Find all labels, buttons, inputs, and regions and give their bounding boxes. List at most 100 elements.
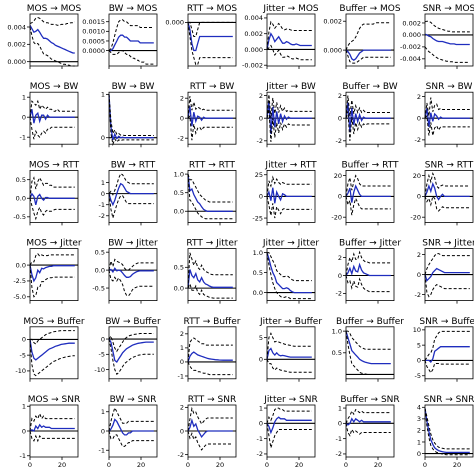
lower-band-line bbox=[187, 115, 233, 141]
lower-band-line bbox=[108, 193, 154, 219]
irf-line bbox=[266, 187, 312, 204]
irf-panel: MOS → MOS 0.000 0.002 0.004 bbox=[7, 4, 81, 69]
upper-band-line bbox=[266, 332, 312, 360]
panel-title: RTT → BW bbox=[190, 82, 235, 92]
irf-panel: SNR → RTT 20 0 -20 bbox=[410, 160, 474, 226]
y-tick-label: 0.000 bbox=[165, 19, 184, 27]
panel-title: SNR → Buffer bbox=[419, 317, 474, 327]
y-tick-label: -1 bbox=[20, 134, 26, 142]
y-tick-label: 2 bbox=[338, 254, 342, 262]
y-tick-label: -2 bbox=[415, 136, 421, 144]
y-tick-label: -2 bbox=[178, 135, 184, 143]
upper-band-line bbox=[424, 20, 470, 33]
irf-line bbox=[187, 174, 233, 212]
y-tick-label: 0.0015 bbox=[82, 18, 105, 26]
irf-line bbox=[187, 351, 233, 363]
axes-frame bbox=[424, 326, 474, 380]
x-tick-label: 0 bbox=[265, 461, 269, 469]
irf-line bbox=[266, 416, 312, 435]
y-tick-label: 4 bbox=[417, 404, 421, 412]
irf-line bbox=[108, 182, 154, 207]
y-tick-label: 0 bbox=[338, 193, 342, 201]
axes-frame bbox=[187, 169, 237, 223]
y-tick-label: 0 bbox=[338, 420, 342, 428]
lower-band-line bbox=[29, 339, 75, 377]
y-tick-label: 20 bbox=[413, 172, 421, 180]
irf-line bbox=[29, 24, 75, 54]
y-tick-label: -1 bbox=[257, 435, 263, 443]
panel-title: SNR → MOS bbox=[423, 4, 474, 14]
y-tick-label: -2 bbox=[336, 450, 342, 458]
panel-title: RTT → SNR bbox=[188, 395, 236, 405]
axes-frame bbox=[187, 248, 237, 302]
irf-line bbox=[266, 252, 312, 294]
y-tick-label: 1 bbox=[22, 403, 26, 411]
y-tick-label: 1 bbox=[101, 91, 105, 99]
y-tick-label: 1 bbox=[101, 408, 105, 416]
y-tick-label: 2 bbox=[417, 93, 421, 101]
irf-line bbox=[108, 94, 154, 141]
y-tick-label: 0 bbox=[180, 358, 184, 366]
panel-title: Jitter → Jitter bbox=[262, 239, 319, 249]
y-tick-label: 0 bbox=[417, 271, 421, 279]
panel-title: SNR → RTT bbox=[425, 160, 474, 170]
y-tick-label: 2 bbox=[180, 404, 184, 412]
axes-frame bbox=[424, 404, 474, 458]
axes-frame bbox=[266, 404, 316, 458]
y-tick-label: -5 bbox=[99, 351, 105, 359]
upper-band-line bbox=[345, 174, 391, 197]
y-tick-label: -0.5 bbox=[13, 213, 26, 221]
axes-frame bbox=[29, 91, 79, 145]
upper-band-line bbox=[187, 173, 233, 203]
lower-band-line bbox=[424, 360, 470, 374]
upper-band-line bbox=[266, 175, 312, 197]
y-tick-label: -25 bbox=[252, 214, 263, 222]
upper-band-line bbox=[108, 406, 154, 432]
panel-title: Buffer → BW bbox=[342, 82, 397, 92]
y-tick-label: 1.0 bbox=[253, 249, 263, 257]
lower-band-line bbox=[108, 430, 154, 447]
irf-line bbox=[345, 330, 391, 365]
upper-band-line bbox=[108, 19, 154, 51]
panel-title: Buffer → MOS bbox=[339, 4, 400, 14]
irf-line bbox=[424, 33, 470, 46]
y-tick-label: -1 bbox=[336, 435, 342, 443]
y-tick-label: 2 bbox=[259, 92, 263, 100]
y-tick-label: 1 bbox=[259, 404, 263, 412]
irf-line bbox=[29, 264, 75, 283]
irf-panel: Buffer → RTT 20 0 -20 bbox=[331, 160, 399, 226]
lower-band-line bbox=[266, 44, 312, 61]
x-tick-label: 20 bbox=[137, 461, 145, 469]
upper-band-line bbox=[345, 250, 391, 276]
lower-band-line bbox=[29, 198, 75, 221]
upper-band-line bbox=[424, 253, 470, 275]
irf-line bbox=[29, 339, 75, 361]
lower-band-line bbox=[108, 338, 154, 375]
upper-band-line bbox=[346, 330, 391, 350]
y-tick-label: 0.000 bbox=[323, 46, 342, 54]
y-tick-label: 0 bbox=[22, 114, 26, 122]
irf-line bbox=[424, 408, 470, 454]
y-tick-label: 0.000 bbox=[402, 31, 421, 39]
y-tick-label: 0.0 bbox=[253, 289, 263, 297]
y-tick-label: -2.5 bbox=[13, 277, 26, 285]
lower-band-line bbox=[266, 359, 312, 373]
y-tick-label: 0.002 bbox=[402, 19, 421, 27]
y-tick-label: 0 bbox=[417, 193, 421, 201]
y-tick-label: 0 bbox=[417, 115, 421, 123]
y-tick-label: -0.002 bbox=[400, 43, 421, 51]
y-tick-label: 2 bbox=[180, 330, 184, 338]
irf-line bbox=[266, 32, 312, 50]
panel-title: Buffer → Jitter bbox=[339, 239, 401, 249]
irf-line bbox=[424, 181, 470, 201]
x-tick-label: 0 bbox=[28, 461, 32, 469]
y-tick-label: 25 bbox=[255, 171, 263, 179]
axes-frame bbox=[424, 13, 474, 67]
y-tick-label: 0 bbox=[101, 335, 105, 343]
y-tick-label: 0 bbox=[101, 427, 105, 435]
panel-title: MOS → Buffer bbox=[23, 317, 84, 327]
x-tick-label: 0 bbox=[423, 461, 427, 469]
upper-band-line bbox=[29, 99, 75, 118]
